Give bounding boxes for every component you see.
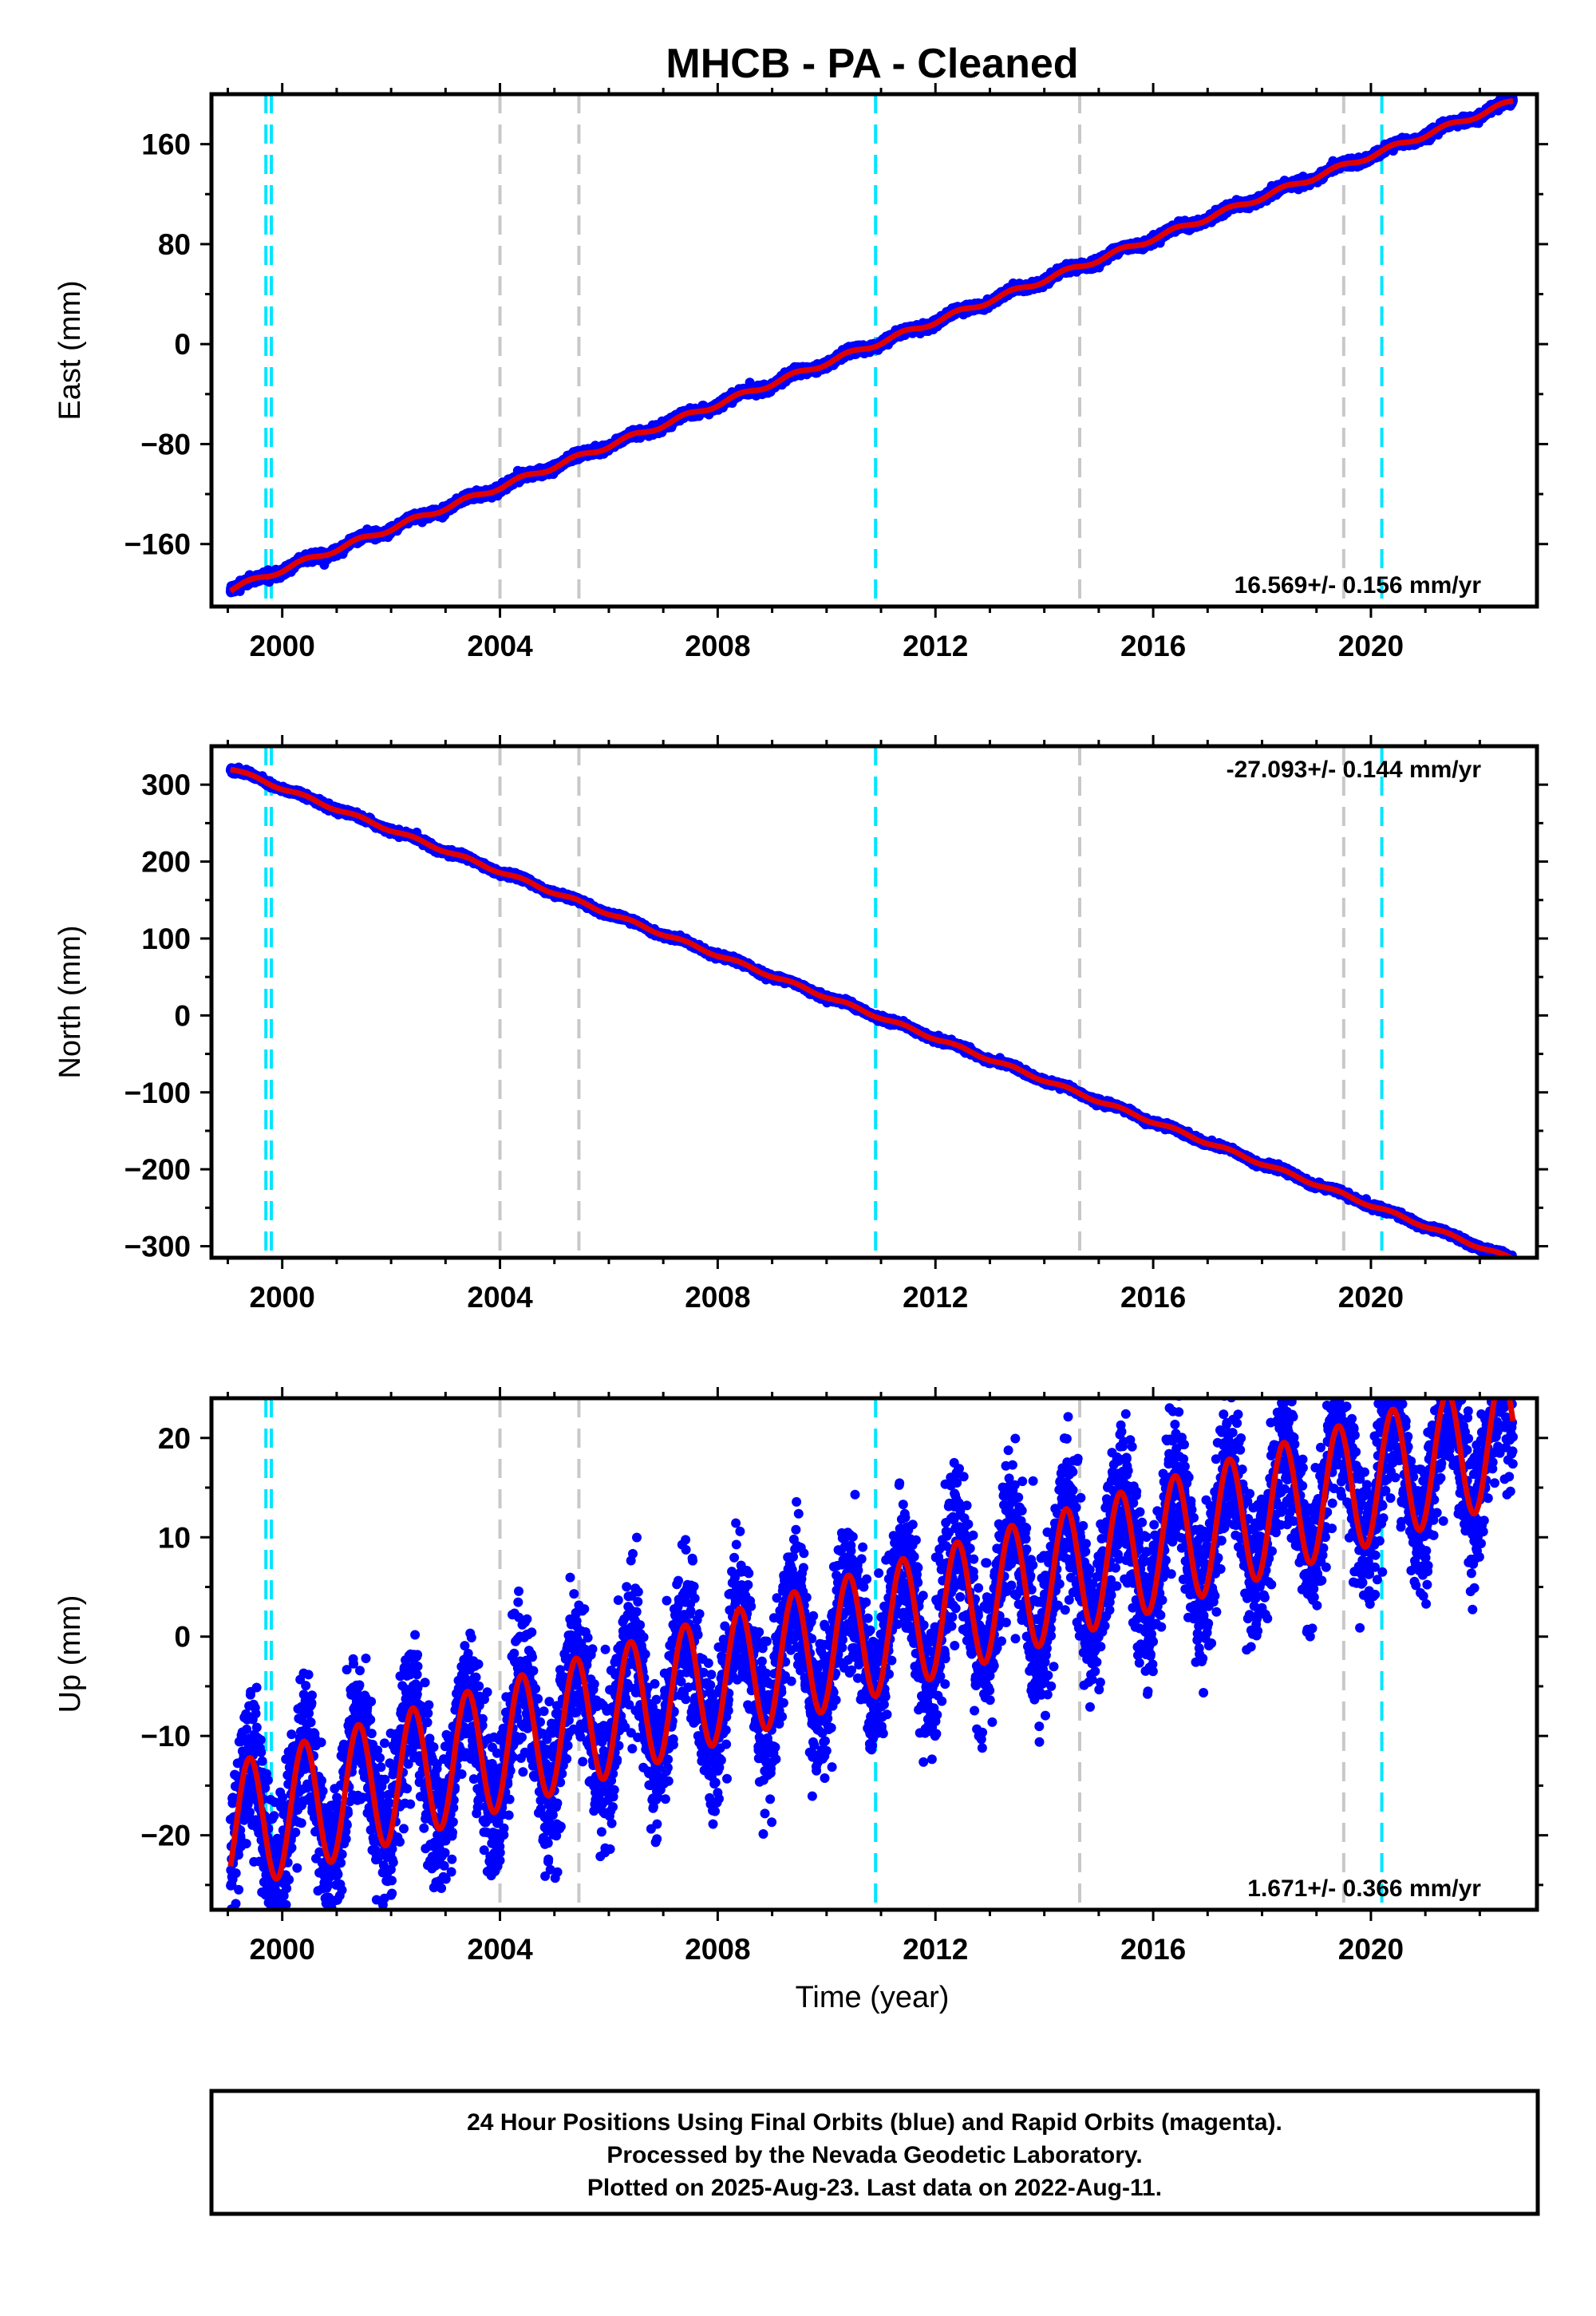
- east-panel: 2000 2004 2008 2012 2016 2020160800−80−160Eas…: [53, 83, 1548, 662]
- figure-title: MHCB - PA - Cleaned: [666, 41, 1078, 87]
- east-plot-area: [225, 94, 1518, 607]
